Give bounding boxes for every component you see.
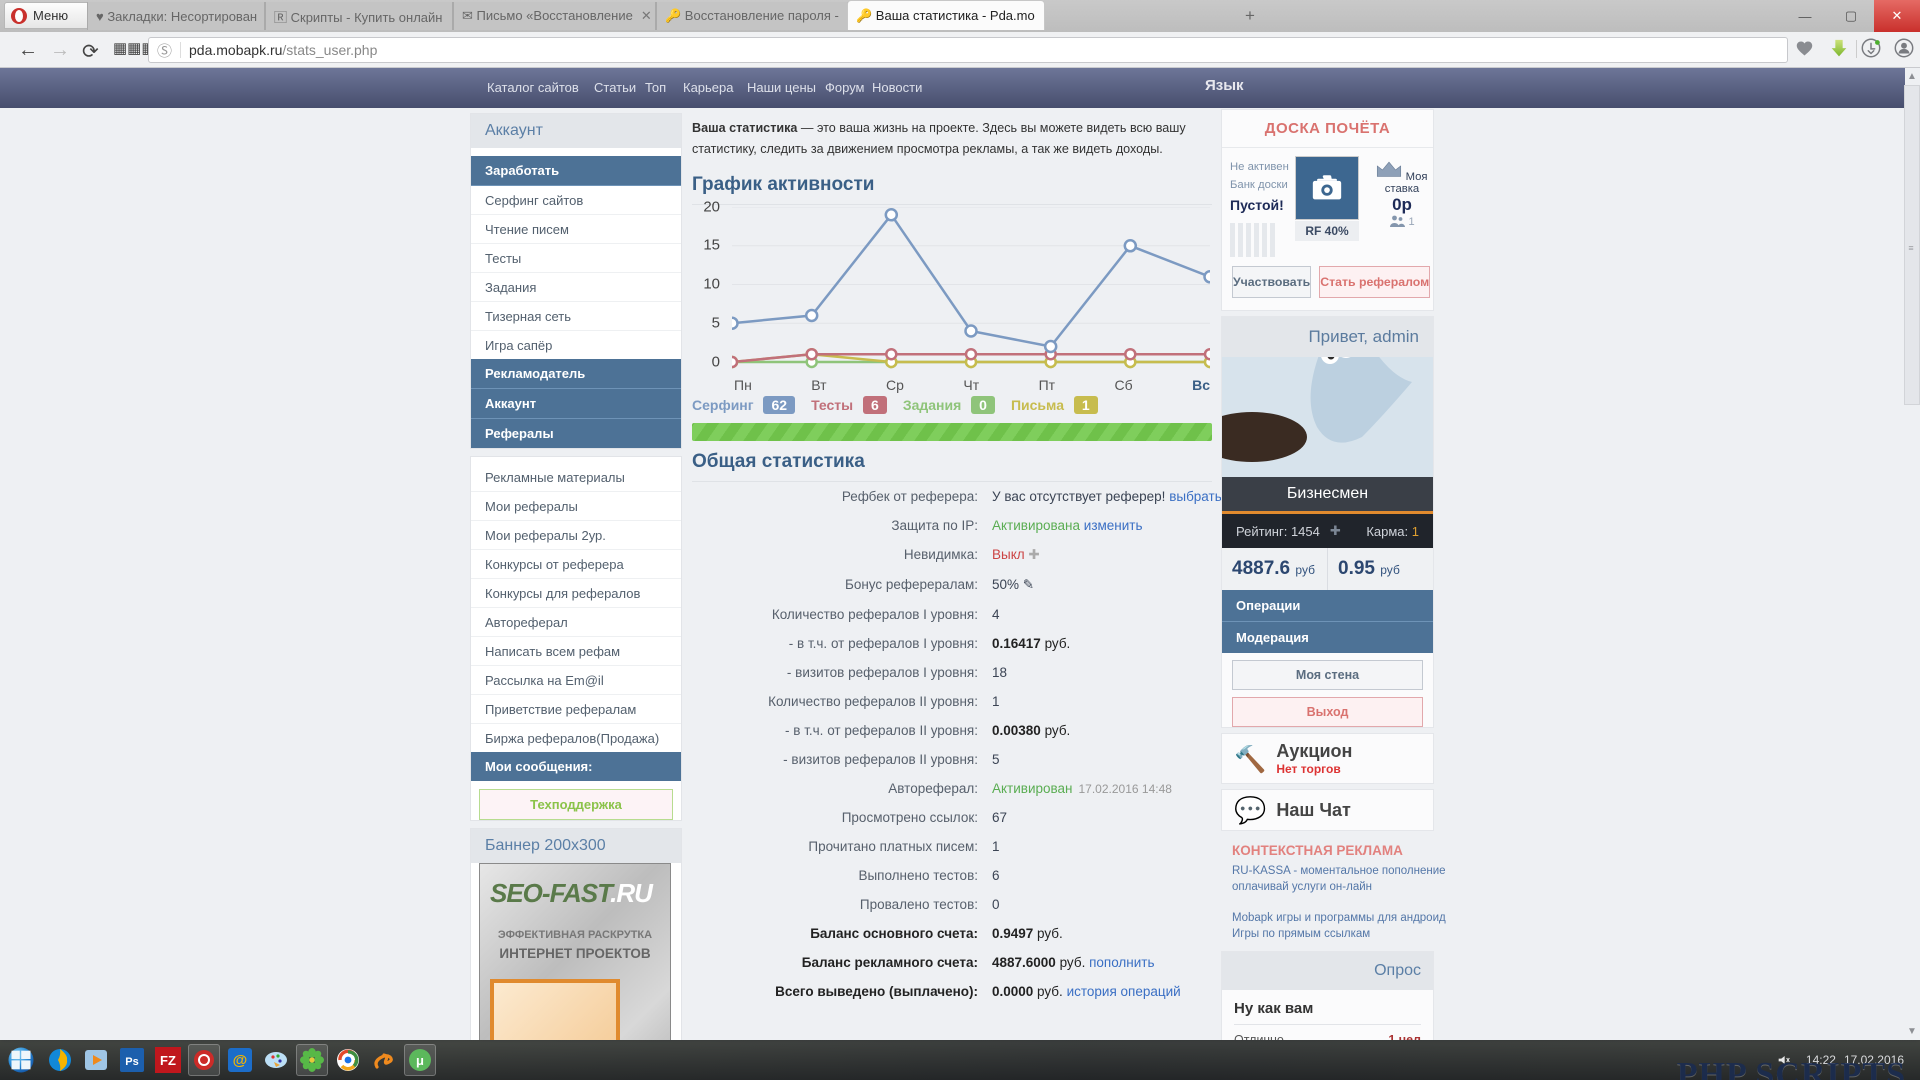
svg-text:Ps: Ps: [125, 1056, 138, 1068]
svg-text:FZ: FZ: [160, 1053, 176, 1068]
svg-text:μ: μ: [416, 1053, 424, 1068]
svg-text:@: @: [233, 1052, 248, 1069]
